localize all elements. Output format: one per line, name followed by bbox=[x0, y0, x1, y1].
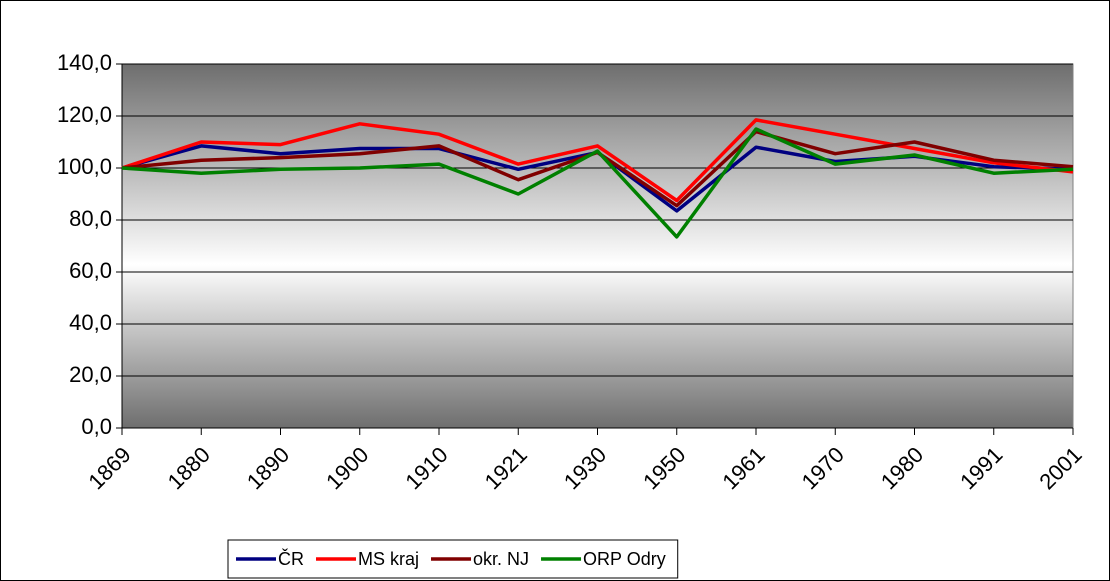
plot-area bbox=[121, 63, 1074, 429]
y-tick-label: 0,0 bbox=[81, 414, 112, 439]
y-tick-label: 20,0 bbox=[69, 362, 112, 387]
y-tick-label: 140,0 bbox=[57, 50, 112, 75]
y-tick-label: 100,0 bbox=[57, 154, 112, 179]
series-line bbox=[121, 118, 1074, 203]
legend-label: okr. NJ bbox=[473, 549, 529, 569]
series-line bbox=[121, 127, 1074, 239]
legend: ČR MS kraj okr. NJ ORP Odry bbox=[227, 539, 679, 579]
legend-label: ORP Odry bbox=[583, 549, 666, 569]
y-tick-label: 60,0 bbox=[69, 258, 112, 283]
y-tick-label: 40,0 bbox=[69, 310, 112, 335]
y-tick-label: 80,0 bbox=[69, 206, 112, 231]
y-tick-label: 120,0 bbox=[57, 102, 112, 127]
legend-label: ČR bbox=[278, 548, 304, 569]
legend-label: MS kraj bbox=[358, 549, 419, 569]
